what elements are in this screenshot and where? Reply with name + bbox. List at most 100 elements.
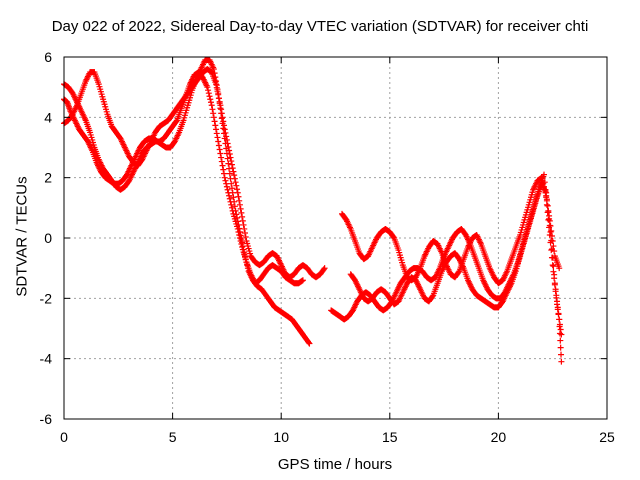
- y-tick-label: 4: [44, 109, 52, 125]
- data-point-trace-4: [545, 216, 552, 223]
- data-point-trace-3: [230, 168, 237, 175]
- x-tick-label: 0: [60, 429, 68, 445]
- data-point-trace-3: [221, 122, 228, 129]
- data-point-trace-2: [213, 130, 220, 137]
- data-point-trace-2: [205, 90, 212, 97]
- data-point-trace-3: [238, 209, 245, 216]
- data-point-trace-6: [543, 189, 550, 196]
- data-point-trace-2: [238, 241, 245, 248]
- data-point-trace-2: [214, 134, 221, 141]
- data-point-trace-2: [221, 170, 228, 177]
- data-point-trace-2: [208, 102, 215, 109]
- data-point-trace-3: [215, 95, 222, 102]
- data-point-trace-2: [235, 228, 242, 235]
- data-point-trace-3: [234, 189, 241, 196]
- data-point-trace-2: [228, 201, 235, 208]
- data-point-trace-3: [223, 136, 230, 143]
- data-point-trace-3: [231, 175, 238, 182]
- data-point-trace-3: [228, 158, 235, 165]
- data-point-trace-1: [218, 115, 225, 122]
- data-point-trace-2: [234, 225, 241, 232]
- data-point-trace-2: [215, 142, 222, 149]
- y-axis-label: SDTVAR / TECUs: [13, 176, 31, 297]
- data-point-trace-3: [321, 265, 328, 272]
- data-point-trace-3: [213, 84, 220, 91]
- data-point-trace-5: [550, 243, 557, 250]
- data-point-trace-4: [557, 326, 564, 333]
- data-point-trace-1: [228, 185, 235, 192]
- data-point-trace-3: [242, 229, 248, 236]
- data-point-trace-2: [226, 195, 233, 202]
- data-point-trace-1: [228, 180, 235, 187]
- data-point-trace-6: [548, 237, 555, 244]
- data-point-trace-6: [544, 202, 551, 209]
- data-point-trace-2: [217, 150, 224, 157]
- data-point-trace-1: [226, 170, 233, 177]
- data-point-trace-3: [222, 129, 229, 136]
- data-point-trace-3: [218, 106, 225, 113]
- data-point-trace-2: [224, 186, 231, 193]
- data-point-trace-3: [233, 182, 240, 189]
- data-point-trace-2: [173, 118, 180, 125]
- data-point-trace-2: [209, 106, 216, 113]
- data-point-trace-2: [218, 158, 225, 165]
- data-point-trace-2: [207, 99, 214, 106]
- data-point-trace-5: [390, 233, 397, 240]
- x-axis-label: GPS time / hours: [277, 456, 393, 473]
- x-tick-label: 25: [599, 429, 615, 445]
- data-point-trace-6: [554, 298, 561, 305]
- data-point-trace-6: [550, 263, 557, 270]
- data-point-trace-3: [232, 179, 239, 186]
- data-point-trace-2: [212, 122, 219, 129]
- data-point-trace-1: [306, 340, 313, 347]
- data-point-trace-5: [556, 265, 563, 272]
- data-point-trace-2: [236, 231, 243, 238]
- data-point-trace-5: [548, 232, 555, 239]
- y-tick-label: 6: [44, 49, 52, 65]
- data-point-trace-3: [239, 217, 246, 224]
- data-point-trace-6: [551, 271, 558, 278]
- data-point-trace-5: [538, 174, 545, 181]
- data-point-trace-2: [210, 114, 217, 121]
- data-point-trace-3: [218, 110, 225, 117]
- data-point-trace-3: [239, 213, 246, 220]
- x-tick-label: 20: [491, 429, 507, 445]
- data-point-trace-2: [227, 198, 234, 205]
- data-point-trace-4: [541, 171, 548, 178]
- data-point-trace-2: [211, 118, 218, 125]
- data-point-trace-6: [543, 196, 550, 203]
- data-point-trace-6: [551, 280, 558, 287]
- data-point-trace-2: [228, 204, 235, 211]
- data-point-trace-6: [554, 304, 561, 311]
- x-tick-label: 10: [273, 429, 289, 445]
- data-point-trace-2: [221, 174, 228, 181]
- data-point-trace-2: [218, 154, 225, 161]
- data-point-trace-2: [223, 180, 230, 187]
- y-tick-label: 0: [44, 230, 52, 246]
- data-point-trace-2: [237, 238, 244, 245]
- data-point-trace-6: [429, 293, 436, 300]
- data-point-trace-2: [225, 189, 232, 196]
- data-point-trace-2: [220, 166, 227, 173]
- data-point-trace-3: [240, 221, 247, 228]
- data-point-trace-3: [220, 118, 227, 125]
- data-point-trace-3: [226, 151, 233, 158]
- y-tick-label: 2: [44, 170, 52, 186]
- data-point-trace-2: [207, 96, 214, 103]
- data-point-trace-3: [237, 205, 244, 212]
- data-point-trace-2: [205, 87, 212, 94]
- data-point-trace-6: [547, 228, 554, 235]
- data-point-trace-3: [241, 225, 248, 232]
- data-point-trace-2: [213, 126, 220, 133]
- data-point-trace-6: [549, 254, 556, 261]
- data-point-trace-3: [228, 161, 235, 168]
- data-point-trace-6: [545, 209, 552, 216]
- data-point-trace-2: [206, 93, 213, 100]
- data-point-trace-4: [548, 247, 555, 254]
- data-point-trace-1: [230, 194, 237, 201]
- data-point-trace-5: [455, 269, 462, 276]
- data-point-trace-3: [217, 102, 224, 109]
- x-tick-label: 15: [382, 429, 398, 445]
- data-point-trace-3: [234, 186, 241, 193]
